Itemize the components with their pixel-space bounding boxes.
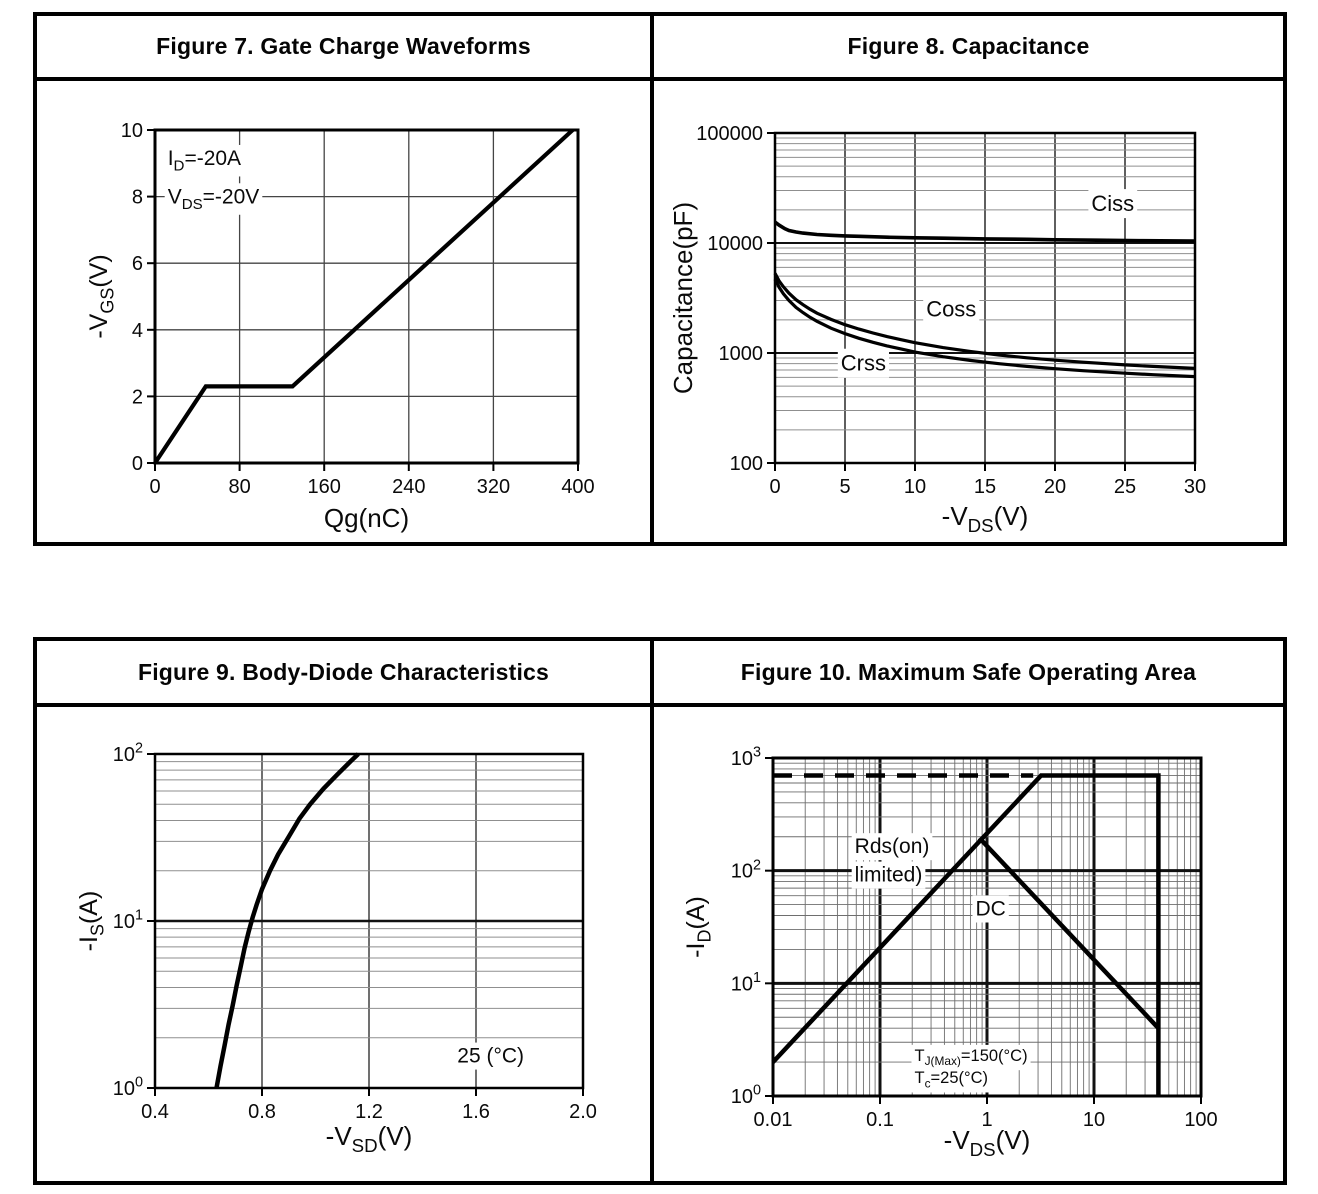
svg-text:160: 160 <box>308 476 341 498</box>
svg-text:102: 102 <box>113 741 143 766</box>
figure9-title: Figure 9. Body-Diode Characteristics <box>137 658 550 685</box>
figure8-title: Figure 8. Capacitance <box>847 33 1090 59</box>
svg-text:0.8: 0.8 <box>248 1101 276 1123</box>
svg-text:100: 100 <box>730 453 763 475</box>
figure9-title-cell: Figure 9. Body-Diode Characteristics <box>37 641 654 707</box>
svg-text:Crss: Crss <box>841 351 886 376</box>
capacitance-chart: 0 5 10 15 20 25 30 100 1000 10000 100000 -VDS(V) Cap… <box>668 123 1206 536</box>
svg-text:-ID(A): -ID(A) <box>682 896 715 958</box>
svg-text:-IS(A): -IS(A) <box>75 891 108 952</box>
svg-text:100: 100 <box>113 1075 143 1100</box>
svg-text:8: 8 <box>132 187 143 209</box>
svg-text:2: 2 <box>132 386 143 408</box>
svg-text:-VSD(V): -VSD(V) <box>326 1121 413 1156</box>
figure10-chart-cell: 0.01 0.1 1 10 100 100 101 102 103 -VDS(V) -ID(A) Rd… <box>654 707 1283 1181</box>
svg-text:Qg(nC): Qg(nC) <box>324 503 409 533</box>
svg-text:101: 101 <box>113 908 143 933</box>
svg-text:VDS=-20V: VDS=-20V <box>168 185 260 213</box>
svg-text:1000: 1000 <box>719 343 764 365</box>
svg-text:0: 0 <box>132 453 143 475</box>
svg-text:4: 4 <box>132 320 143 342</box>
svg-text:DC: DC <box>975 898 1005 921</box>
svg-text:25 (°C): 25 (°C) <box>457 1045 524 1068</box>
svg-text:1: 1 <box>981 1109 992 1131</box>
svg-text:limited): limited) <box>855 864 923 887</box>
figure10-title-cell: Figure 10. Maximum Safe Operating Area <box>654 641 1283 707</box>
gate-charge-waveforms-chart: 0 80 160 240 320 400 0 2 4 6 8 10 Qg(nC) -VGS(V) ID=-2… <box>85 120 595 533</box>
figure8-title-cell: Figure 8. Capacitance <box>654 16 1283 81</box>
svg-text:103: 103 <box>731 745 761 770</box>
svg-text:0: 0 <box>149 476 160 498</box>
svg-text:15: 15 <box>974 476 996 498</box>
svg-text:102: 102 <box>731 857 761 882</box>
maximum-safe-operating-area-chart: 0.01 0.1 1 10 100 100 101 102 103 -VDS(V) -ID(A) Rd… <box>682 745 1218 1160</box>
svg-text:25: 25 <box>1114 476 1136 498</box>
svg-text:Tc=25(°C): Tc=25(°C) <box>914 1069 988 1090</box>
svg-text:Coss: Coss <box>926 296 976 321</box>
svg-text:5: 5 <box>839 476 850 498</box>
svg-text:0: 0 <box>769 476 780 498</box>
figure7-title-cell: Figure 7. Gate Charge Waveforms <box>37 16 654 81</box>
svg-text:320: 320 <box>477 476 510 498</box>
svg-text:0.4: 0.4 <box>141 1101 169 1123</box>
figures-table-bottom: Figure 9. Body-Diode Characteristics Fig… <box>33 637 1287 1185</box>
svg-text:Rds(on): Rds(on) <box>855 835 930 858</box>
svg-text:10000: 10000 <box>707 233 763 255</box>
svg-text:Ciss: Ciss <box>1091 191 1134 216</box>
svg-text:10: 10 <box>1083 1109 1105 1131</box>
svg-text:100000: 100000 <box>696 123 763 145</box>
svg-text:10: 10 <box>904 476 926 498</box>
svg-text:30: 30 <box>1184 476 1206 498</box>
svg-text:Capacitance(pF): Capacitance(pF) <box>668 202 698 394</box>
svg-text:6: 6 <box>132 253 143 275</box>
figures-table-top: Figure 7. Gate Charge Waveforms Figure 8… <box>33 12 1287 546</box>
svg-text:1.2: 1.2 <box>355 1101 383 1123</box>
figure8-chart-cell: 0 5 10 15 20 25 30 100 1000 10000 100000 -VDS(V) Cap… <box>654 81 1283 542</box>
body-diode-characteristics-chart: 0.4 0.8 1.2 1.6 2.0 100 101 102 -VSD(V) -IS(A) 25 … <box>75 741 597 1156</box>
svg-text:-VGS(V): -VGS(V) <box>85 254 118 338</box>
svg-text:-VDS(V): -VDS(V) <box>944 1125 1031 1160</box>
svg-text:0.1: 0.1 <box>866 1109 894 1131</box>
svg-text:400: 400 <box>561 476 594 498</box>
svg-text:TJ(Max)=150(°C): TJ(Max)=150(°C) <box>914 1047 1027 1068</box>
figure7-chart-cell: 0 80 160 240 320 400 0 2 4 6 8 10 Qg(nC) -VGS(V) ID=-2… <box>37 81 654 542</box>
svg-text:2.0: 2.0 <box>569 1101 597 1123</box>
svg-text:100: 100 <box>731 1083 761 1108</box>
figure9-chart-cell: 0.4 0.8 1.2 1.6 2.0 100 101 102 -VSD(V) -IS(A) 25 … <box>37 707 654 1181</box>
svg-text:0.01: 0.01 <box>754 1109 793 1131</box>
svg-text:20: 20 <box>1044 476 1066 498</box>
svg-text:1.6: 1.6 <box>462 1101 490 1123</box>
svg-text:ID=-20A: ID=-20A <box>168 147 241 175</box>
svg-text:100: 100 <box>1184 1109 1217 1131</box>
svg-text:-VDS(V): -VDS(V) <box>942 501 1029 536</box>
svg-text:80: 80 <box>228 476 250 498</box>
svg-text:240: 240 <box>392 476 425 498</box>
svg-text:10: 10 <box>121 120 143 142</box>
svg-text:101: 101 <box>731 970 761 995</box>
figure7-title: Figure 7. Gate Charge Waveforms <box>156 33 531 59</box>
figure10-title: Figure 10. Maximum Safe Operating Area <box>740 658 1197 685</box>
